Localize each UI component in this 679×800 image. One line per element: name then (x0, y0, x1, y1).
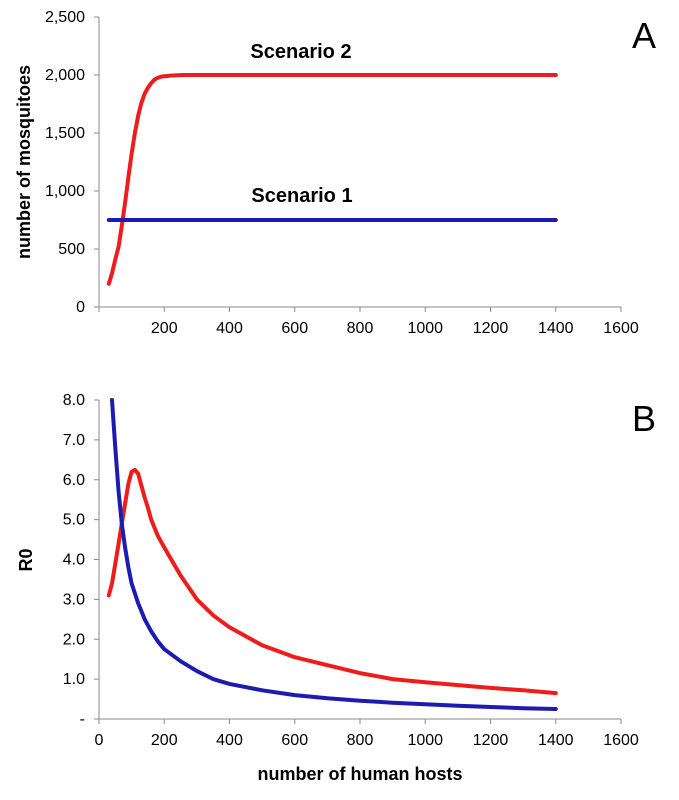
x-axis-title: number of human hosts (257, 764, 462, 784)
x-tick-label: 400 (216, 732, 243, 749)
y-axis-title: number of mosquitoes (14, 65, 34, 259)
x-tick-label: 1400 (538, 320, 574, 337)
panel-label: B (632, 398, 656, 439)
y-tick-label: 4.0 (63, 552, 85, 569)
y-tick-label: 500 (58, 241, 85, 258)
y-tick-label: 2.0 (63, 631, 85, 648)
y-tick-label: 8.0 (63, 392, 85, 409)
x-tick-label: 1200 (473, 732, 509, 749)
x-tick-label: 200 (151, 732, 178, 749)
x-tick-label: 1000 (407, 732, 443, 749)
panel-b: - 1.0 2.0 3.0 4.0 5.0 6.0 7.0 8.0 0 200 400 600 800 10… (16, 392, 656, 784)
x-tick-label: 600 (281, 732, 308, 749)
series-line-scenario-1 (110, 398, 558, 711)
y-tick-label: 5.0 (63, 512, 85, 529)
y-tick-label: 1,000 (45, 183, 85, 200)
x-tick-label: 1000 (407, 320, 443, 337)
panel-label: A (632, 15, 656, 56)
x-tick-label: 800 (347, 732, 374, 749)
x-tick-label: 1600 (603, 320, 639, 337)
y-tick-label: 1.0 (63, 671, 85, 688)
series-line-scenario-2 (106, 467, 558, 696)
x-tick-label: 800 (347, 320, 374, 337)
y-tick-label: 6.0 (63, 472, 85, 489)
y-tick-label: 2,500 (45, 9, 85, 26)
y-axis-title: R0 (16, 548, 36, 571)
x-tick-label: 1200 (473, 320, 509, 337)
x-tick-label: 1600 (603, 732, 639, 749)
series-line-scenario-2 (106, 73, 558, 286)
y-tick-label: 7.0 (63, 432, 85, 449)
y-tick-label: - (80, 711, 85, 728)
y-tick-label: 0 (76, 299, 85, 316)
x-tick-label: 200 (151, 320, 178, 337)
x-tick-label: 1400 (538, 732, 574, 749)
x-tick-label: 400 (216, 320, 243, 337)
x-tick-label: 0 (95, 732, 104, 749)
y-tick-label: 1,500 (45, 125, 85, 142)
y-tick-label: 2,000 (45, 67, 85, 84)
y-tick-label: 3.0 (63, 591, 85, 608)
series-annotation: Scenario 2 (250, 41, 351, 63)
series-annotation: Scenario 1 (251, 185, 352, 207)
x-tick-label: 600 (281, 320, 308, 337)
panel-a: 0 500 1,000 1,500 2,000 2,500 200 400 600 800 1000… (14, 9, 656, 337)
